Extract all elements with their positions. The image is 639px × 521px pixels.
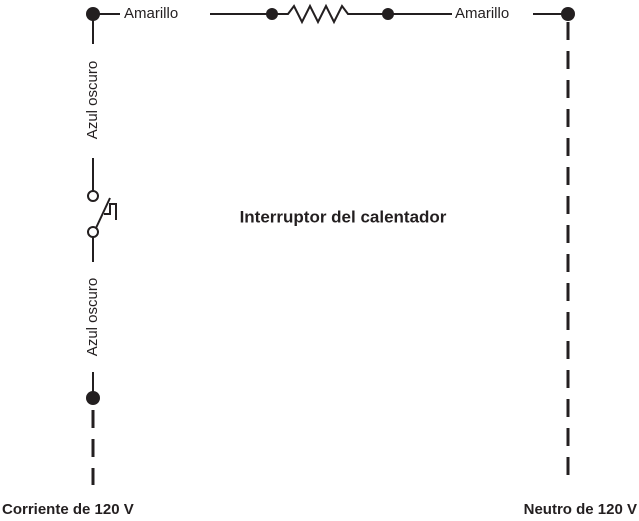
terminal-label: Corriente de 120 V <box>2 501 134 518</box>
wire-label: Azul oscuro <box>84 278 101 356</box>
switch-lever <box>95 197 111 229</box>
thermal-symbol <box>104 203 117 220</box>
wire-label: Amarillo <box>124 5 178 22</box>
terminal <box>266 8 278 20</box>
switch-contact <box>87 190 99 202</box>
wire-label: Amarillo <box>455 5 509 22</box>
resistor <box>272 3 388 25</box>
terminal-label: Neutro de 120 V <box>524 501 637 518</box>
switch-label: Interruptor del calentador <box>240 207 447 226</box>
terminal <box>86 391 100 405</box>
terminal <box>382 8 394 20</box>
wire-label: Azul oscuro <box>84 61 101 139</box>
terminal <box>561 7 575 21</box>
switch-contact <box>87 226 99 238</box>
